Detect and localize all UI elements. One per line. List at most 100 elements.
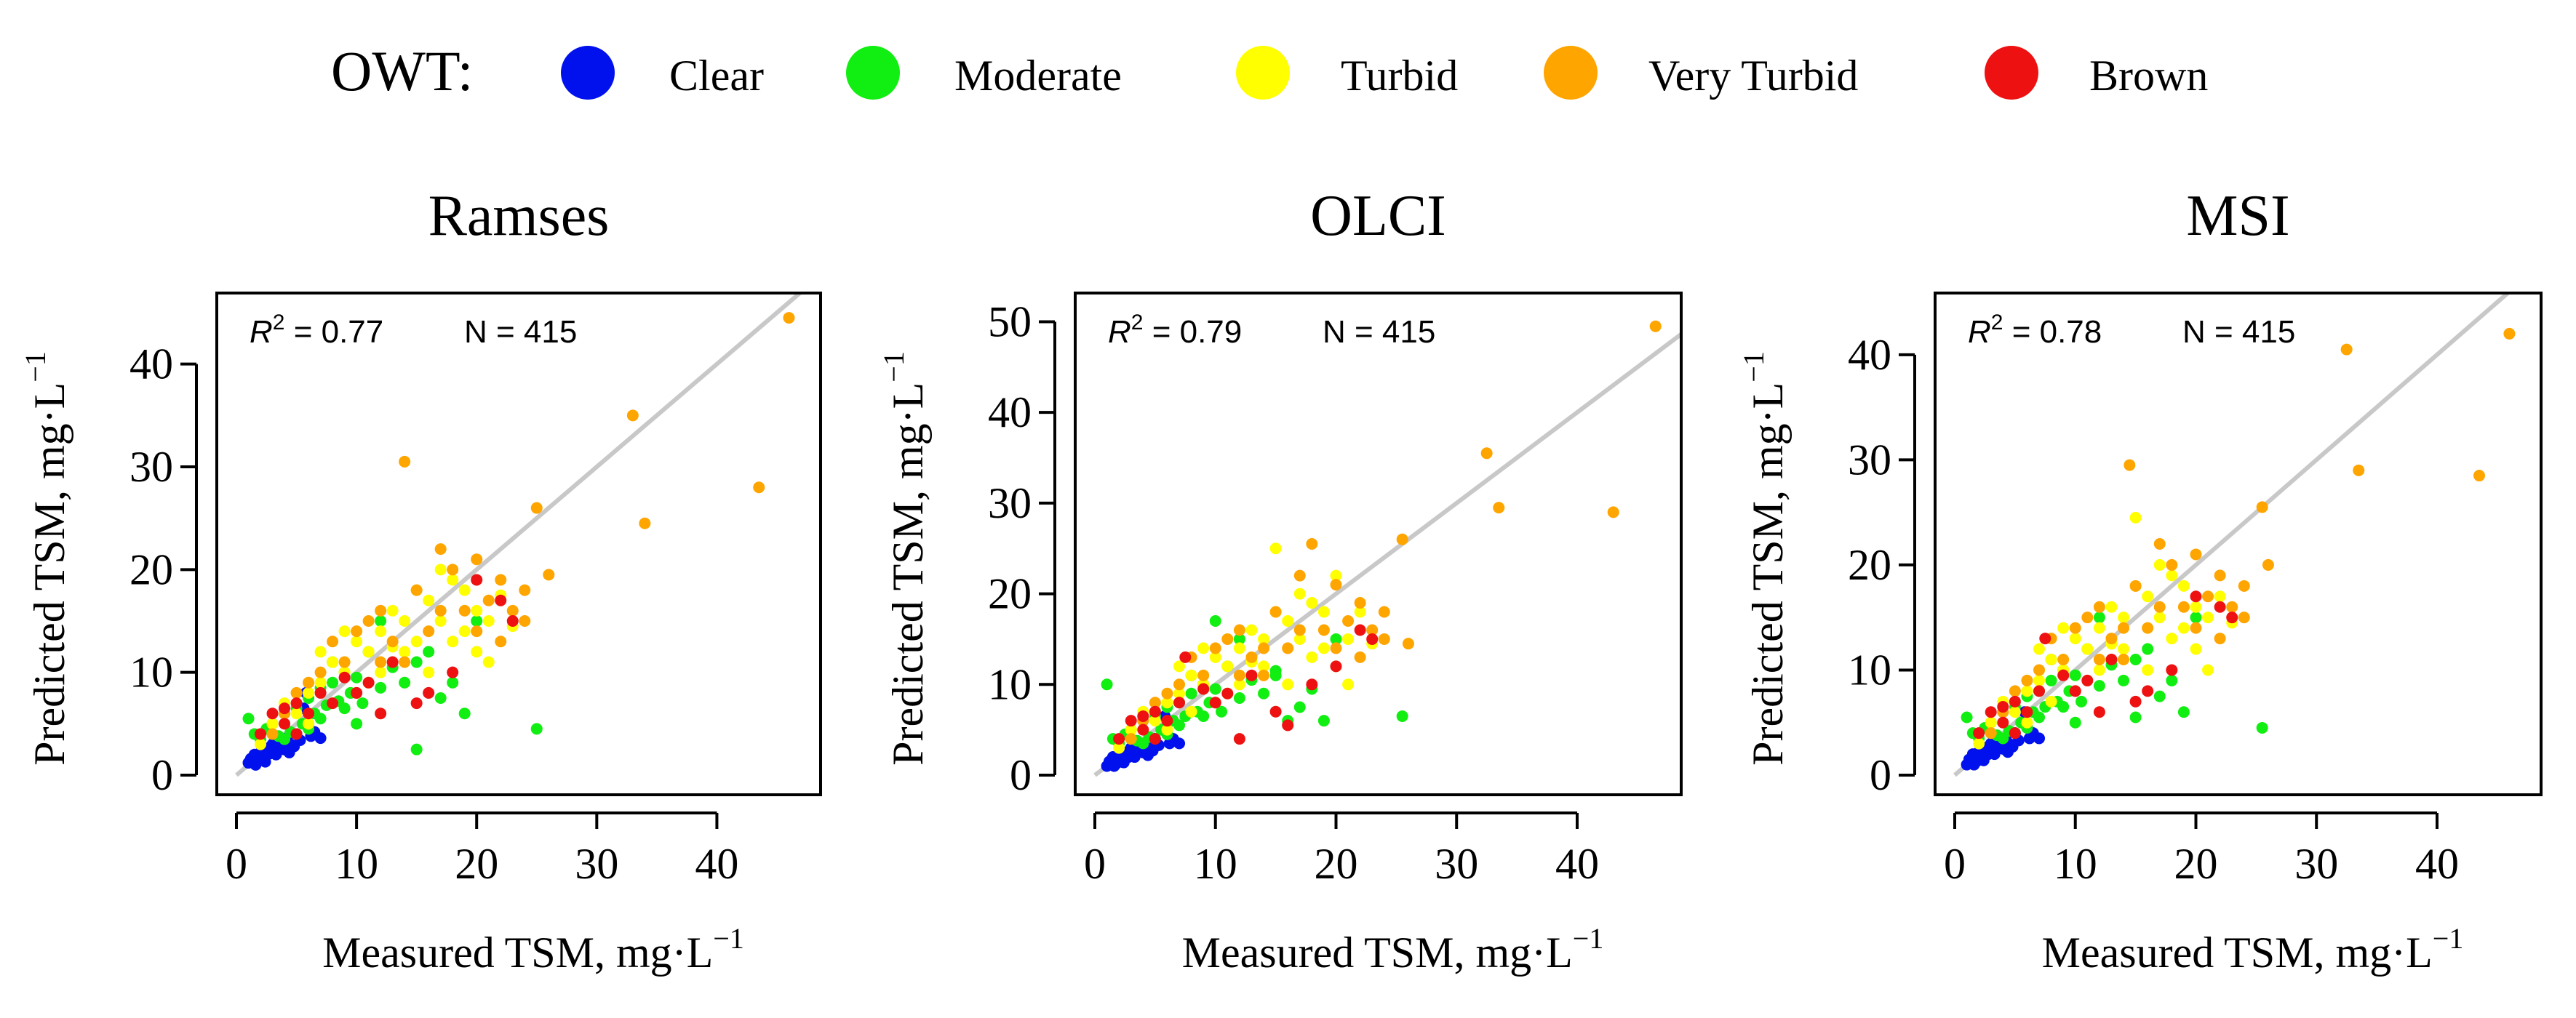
data-point-brown bbox=[2009, 695, 2021, 708]
data-point-brown bbox=[1997, 701, 2009, 713]
data-point-very-turbid bbox=[753, 481, 765, 494]
data-point-very-turbid bbox=[1480, 447, 1493, 460]
data-point-moderate bbox=[458, 708, 471, 720]
data-point-turbid bbox=[2069, 633, 2081, 645]
data-point-moderate bbox=[2129, 654, 2142, 665]
data-point-turbid bbox=[423, 666, 435, 678]
data-point-very-turbid bbox=[1173, 678, 1186, 691]
data-point-turbid bbox=[434, 564, 447, 576]
data-point-brown bbox=[1125, 715, 1137, 727]
data-point-turbid bbox=[1173, 687, 1186, 700]
data-point-brown bbox=[1245, 669, 1258, 681]
data-point-very-turbid bbox=[1378, 633, 1390, 645]
data-point-turbid bbox=[1306, 597, 1318, 609]
x-tick-label: 30 bbox=[2294, 840, 2338, 888]
data-point-moderate bbox=[314, 713, 327, 725]
data-point-turbid bbox=[290, 708, 303, 720]
data-point-turbid bbox=[1233, 678, 1245, 691]
r2-annotation: R2 = 0.77 bbox=[250, 310, 383, 350]
r2-annotation: R2 = 0.78 bbox=[1968, 310, 2102, 350]
data-point-turbid bbox=[1973, 737, 1985, 750]
data-point-turbid bbox=[375, 625, 387, 638]
y-tick-label: 0 bbox=[151, 751, 173, 799]
data-point-very-turbid bbox=[1317, 624, 1330, 636]
data-point-brown bbox=[1366, 633, 1379, 645]
data-point-very-turbid bbox=[290, 686, 303, 699]
data-point-moderate bbox=[2142, 643, 2154, 655]
data-point-turbid bbox=[2166, 633, 2178, 645]
data-point-very-turbid bbox=[2069, 622, 2081, 634]
y-tick-label: 10 bbox=[988, 660, 1032, 708]
data-point-very-turbid bbox=[1221, 633, 1234, 645]
x-tick-label: 0 bbox=[226, 840, 247, 888]
data-point-brown bbox=[1209, 697, 1221, 709]
data-point-very-turbid bbox=[495, 574, 507, 586]
data-point-moderate bbox=[399, 676, 411, 689]
data-point-very-turbid bbox=[2081, 612, 2094, 624]
data-point-turbid bbox=[2142, 664, 2154, 676]
data-point-clear bbox=[1968, 758, 1980, 771]
data-point-turbid bbox=[2142, 590, 2154, 603]
data-point-moderate bbox=[2166, 674, 2178, 686]
legend-label: Turbid bbox=[1341, 52, 1458, 100]
data-point-very-turbid bbox=[639, 517, 651, 529]
n-annotation: N = 415 bbox=[1323, 314, 1435, 350]
data-point-brown bbox=[2166, 664, 2178, 676]
data-point-very-turbid bbox=[2177, 601, 2190, 613]
data-point-turbid bbox=[2021, 685, 2033, 697]
data-point-turbid bbox=[266, 718, 279, 730]
data-point-brown bbox=[2214, 601, 2226, 613]
data-point-very-turbid bbox=[1258, 669, 1270, 681]
data-point-very-turbid bbox=[2256, 501, 2268, 513]
data-point-very-turbid bbox=[1378, 606, 1390, 618]
data-point-turbid bbox=[1317, 642, 1330, 654]
data-point-very-turbid bbox=[2105, 633, 2118, 645]
data-point-moderate bbox=[351, 718, 363, 730]
data-point-turbid bbox=[1282, 678, 1294, 691]
data-point-turbid bbox=[2202, 612, 2214, 624]
data-point-very-turbid bbox=[471, 553, 483, 566]
data-point-turbid bbox=[458, 625, 471, 638]
data-point-brown bbox=[2093, 706, 2105, 718]
data-point-turbid bbox=[362, 646, 375, 658]
x-tick-label: 30 bbox=[1435, 840, 1478, 888]
y-tick-label: 40 bbox=[988, 388, 1032, 436]
x-tick-label: 0 bbox=[1944, 840, 1966, 888]
data-point-very-turbid bbox=[1269, 606, 1282, 618]
x-tick-label: 40 bbox=[695, 840, 738, 888]
plot-area bbox=[1093, 320, 1680, 777]
data-point-very-turbid bbox=[399, 656, 411, 668]
data-point-moderate bbox=[375, 615, 387, 627]
data-point-moderate bbox=[434, 692, 447, 704]
y-tick-label: 10 bbox=[1848, 646, 1891, 694]
data-point-turbid bbox=[2190, 643, 2202, 655]
data-point-very-turbid bbox=[530, 502, 543, 514]
legend-label: Very Turbid bbox=[1648, 52, 1858, 100]
data-point-turbid bbox=[1293, 588, 1306, 600]
x-tick-label: 10 bbox=[2054, 840, 2097, 888]
chart-title: MSI bbox=[2186, 184, 2289, 248]
x-axis-label: Measured TSM, mg·L−1 bbox=[322, 922, 744, 977]
data-point-very-turbid bbox=[1330, 642, 1342, 654]
legend-marker bbox=[561, 46, 615, 100]
data-point-moderate bbox=[338, 702, 351, 715]
data-point-turbid bbox=[351, 636, 363, 648]
r2-annotation: R2 = 0.79 bbox=[1108, 310, 1242, 350]
one-to-one-line bbox=[235, 294, 802, 777]
data-point-turbid bbox=[1342, 633, 1355, 645]
data-point-turbid bbox=[375, 666, 387, 678]
data-point-brown bbox=[2009, 727, 2021, 740]
data-point-very-turbid bbox=[2238, 612, 2250, 624]
data-point-brown bbox=[423, 686, 435, 699]
data-point-brown bbox=[303, 708, 315, 720]
data-point-turbid bbox=[2081, 643, 2094, 655]
data-point-turbid bbox=[1161, 697, 1173, 709]
data-point-brown bbox=[2057, 669, 2070, 681]
y-tick-label: 20 bbox=[988, 570, 1032, 618]
y-axis-label: Predicted TSM, mg·L−1 bbox=[877, 351, 932, 766]
data-point-very-turbid bbox=[338, 656, 351, 668]
data-point-turbid bbox=[2105, 601, 2118, 613]
data-point-brown bbox=[2039, 633, 2051, 645]
data-point-very-turbid bbox=[2124, 459, 2136, 471]
